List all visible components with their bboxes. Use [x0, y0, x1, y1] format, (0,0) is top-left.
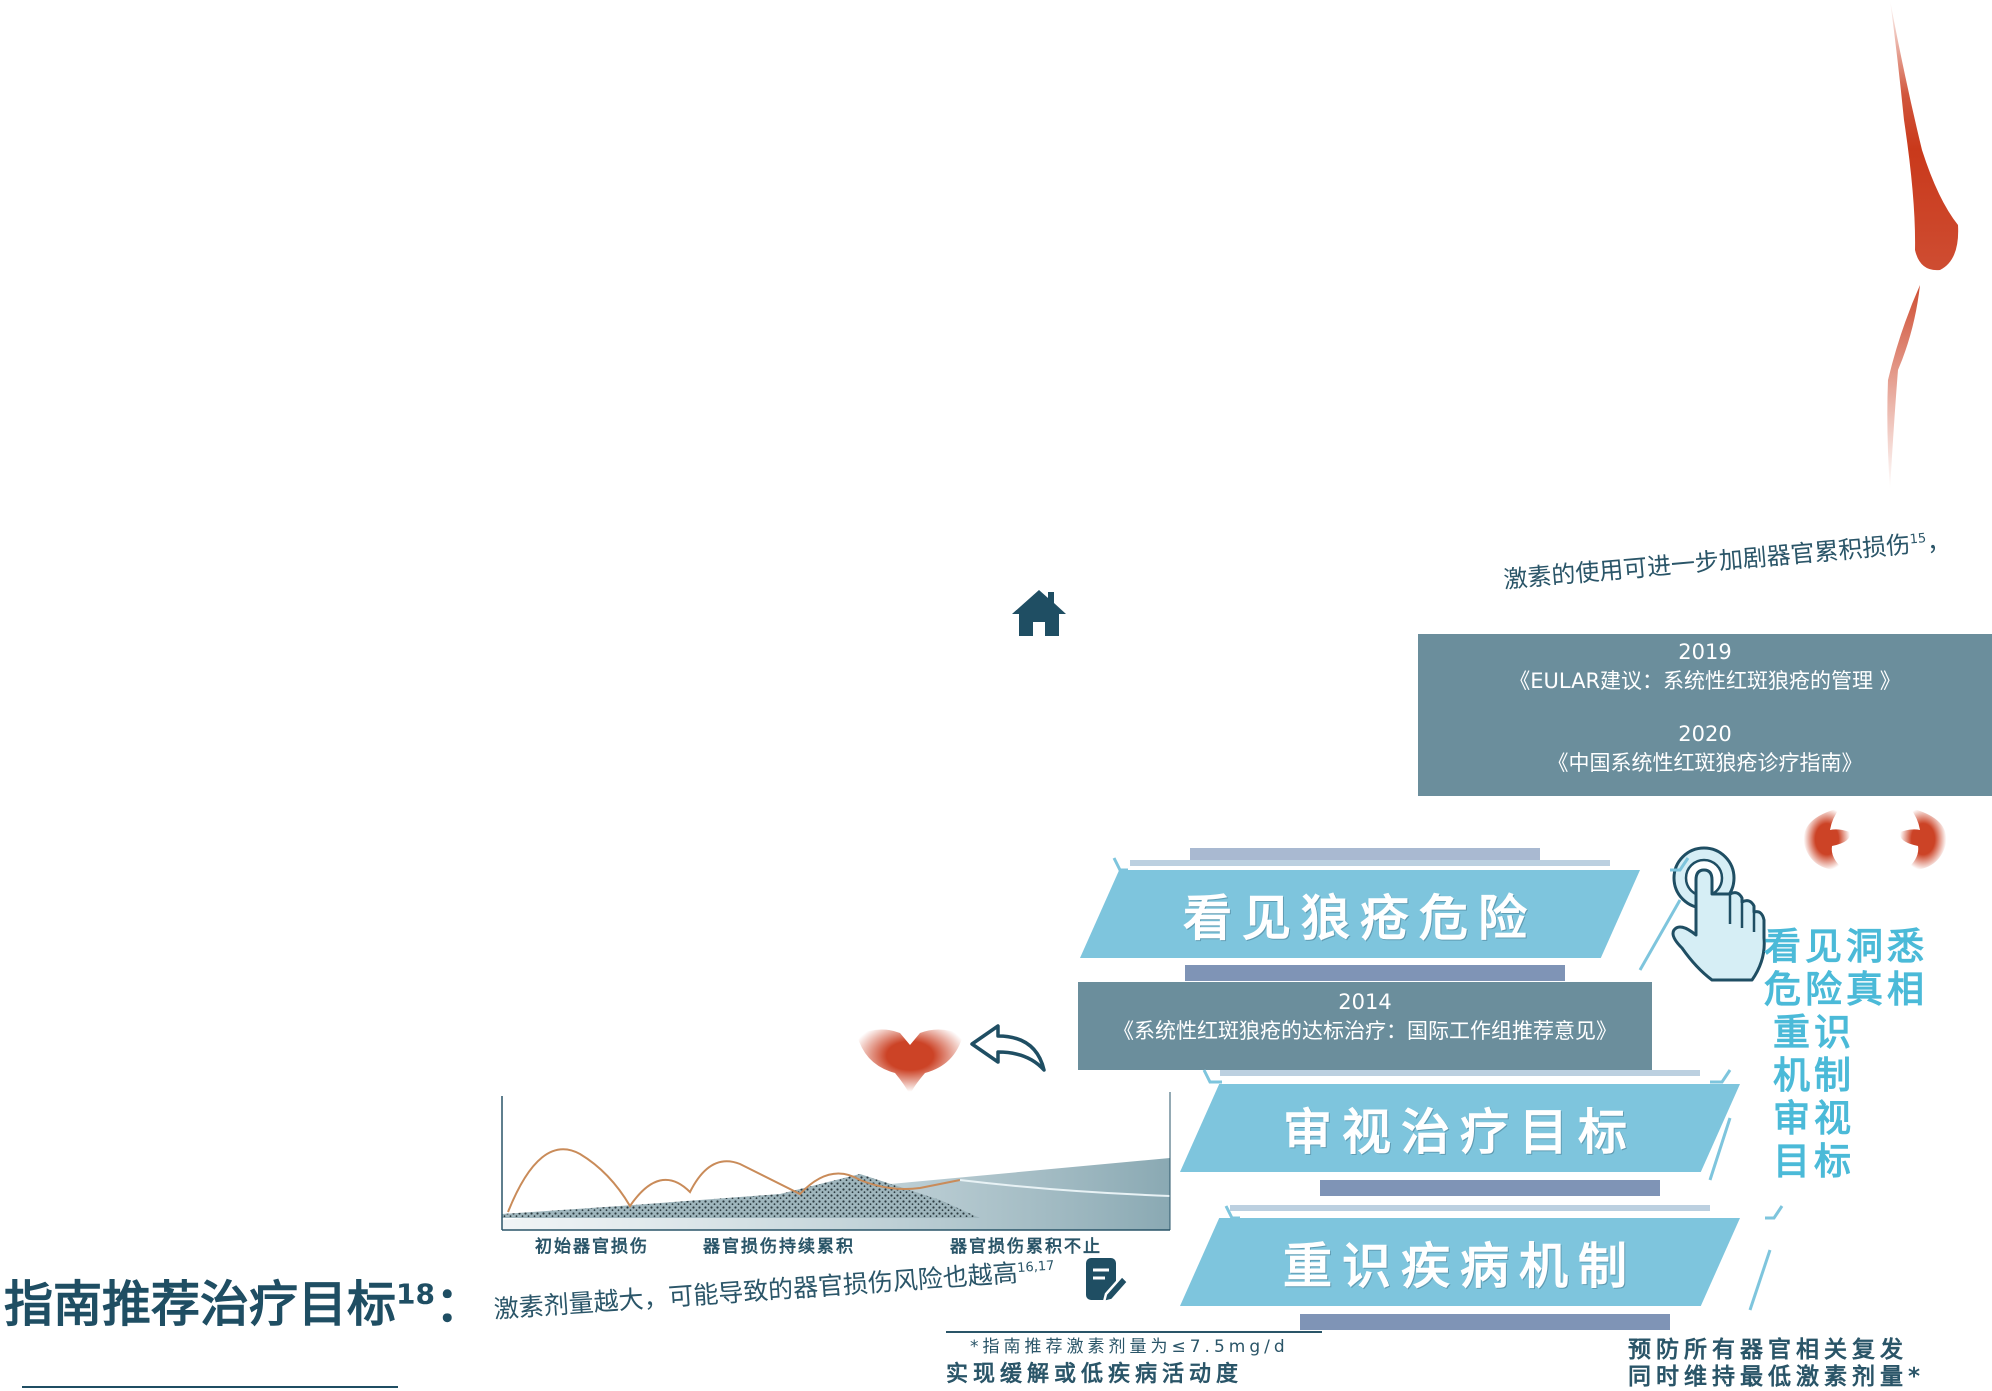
side-slogan-line1: 看见洞悉: [1764, 925, 1928, 968]
dose-footnote: *指南推荐激素剂量为≤7.5mg/d: [970, 1337, 1289, 1357]
step-button-label: 看见狼疮危险: [1182, 889, 1537, 947]
guideline-name: 《系统性红斑狼疮的达标治疗：国际工作组推荐意见》: [1113, 1019, 1617, 1043]
chart-disease-activity-line: [507, 1148, 961, 1213]
guideline-year: 2014: [1338, 990, 1392, 1014]
back-arrow-icon[interactable]: [968, 1022, 1048, 1074]
step-divider: [1320, 1180, 1660, 1196]
side-char: 机: [1773, 1054, 1814, 1097]
guideline-2014-box: 2014 《系统性红斑狼疮的达标治疗：国际工作组推荐意见》: [1078, 982, 1652, 1070]
step-divider: [1220, 1070, 1700, 1076]
home-icon[interactable]: [1010, 588, 1068, 638]
steroid-dose-note: 激素剂量越大，可能导致的器官损伤风险也越高16,17: [492, 1251, 1055, 1326]
guideline-2019-box: 2019 《EULAR建议：系统性红斑狼疮的管理 》: [1418, 634, 1992, 716]
side-char: 审: [1773, 1097, 1814, 1140]
step-button-see-risk[interactable]: 看见狼疮危险: [1080, 870, 1640, 958]
steroid-damage-note: 激素的使用可进一步加剧器官累积损伤15，: [1502, 521, 1952, 595]
step-divider: [1190, 848, 1540, 862]
step-divider: [1230, 1205, 1710, 1211]
guideline-year: 2019: [1678, 640, 1732, 664]
side-slogan-col-b: 识 制 视 标: [1814, 1011, 1855, 1183]
guideline-name: 《中国系统性红斑狼疮诊疗指南》: [1547, 751, 1863, 775]
tap-hand-icon[interactable]: [1666, 840, 1776, 990]
guideline-name: 《EULAR建议：系统性红斑狼疮的管理 》: [1509, 669, 1901, 693]
side-char: 重: [1773, 1011, 1814, 1054]
step-button-label: 重识疾病机制: [1282, 1237, 1637, 1295]
ref-16-17: 16,17: [1016, 1258, 1055, 1277]
side-char: 目: [1773, 1140, 1814, 1183]
min-steroid-goal: 同时维持最低激素剂量*: [1628, 1364, 1926, 1390]
page-title-text: 指南推荐治疗目标: [4, 1276, 397, 1333]
side-char: 标: [1814, 1140, 1855, 1183]
chart-category-label: 器官损伤累积不止: [949, 1236, 1102, 1257]
guideline-2020-box: 2020 《中国系统性红斑狼疮诊疗指南》: [1418, 716, 1992, 796]
side-slogan-line2: 危险真相: [1764, 968, 1928, 1011]
bracket-accents: [1112, 857, 1784, 1311]
ref-15: 15: [1909, 531, 1927, 548]
page-title: 指南推荐治疗目标18：: [4, 1265, 484, 1336]
organ-damage-chart: 初始器官损伤 器官损伤持续累积 器官损伤累积不止: [501, 1092, 1171, 1257]
steroid-damage-note-text: 激素的使用可进一步加剧器官累积损伤: [1502, 530, 1912, 595]
side-char: 视: [1814, 1097, 1855, 1140]
caption-rule: [946, 1331, 1322, 1333]
chart-category-label: 器官损伤持续累积: [702, 1236, 855, 1257]
ref-18: 18: [396, 1277, 435, 1311]
step-button-label: 审视治疗目标: [1282, 1103, 1637, 1161]
relapse-goal: 预防所有器官相关复发: [1628, 1337, 1908, 1363]
title-underline: [22, 1386, 398, 1388]
chart-trend-line: [959, 1179, 1171, 1197]
red-bracket-decoration: [1803, 808, 1947, 871]
steroid-dose-note-text: 激素剂量越大，可能导致的器官损伤风险也越高: [492, 1258, 1019, 1325]
page-title-tail: ：: [434, 1276, 484, 1333]
side-char: 识: [1814, 1011, 1855, 1054]
chart-category-label: 初始器官损伤: [535, 1236, 649, 1257]
red-wing-decoration: [857, 1029, 963, 1095]
step-button-review-target[interactable]: 审视治疗目标: [1180, 1084, 1740, 1172]
edit-icon[interactable]: [1084, 1256, 1130, 1306]
step-divider: [1185, 965, 1565, 981]
chart-damage-area: [502, 1174, 980, 1218]
red-decoration-top: [1887, 0, 1959, 490]
step-divider: [1130, 860, 1610, 866]
steroid-damage-note-tail: ，: [1925, 527, 1952, 558]
remission-goal: 实现缓解或低疾病活动度: [946, 1362, 1244, 1387]
step-button-disease-mechanism[interactable]: 重识疾病机制: [1180, 1218, 1740, 1306]
side-char: 制: [1814, 1054, 1855, 1097]
side-slogan-col-a: 重 机 审 目: [1773, 1011, 1814, 1183]
guideline-year: 2020: [1678, 722, 1732, 746]
step-divider: [1300, 1314, 1670, 1330]
